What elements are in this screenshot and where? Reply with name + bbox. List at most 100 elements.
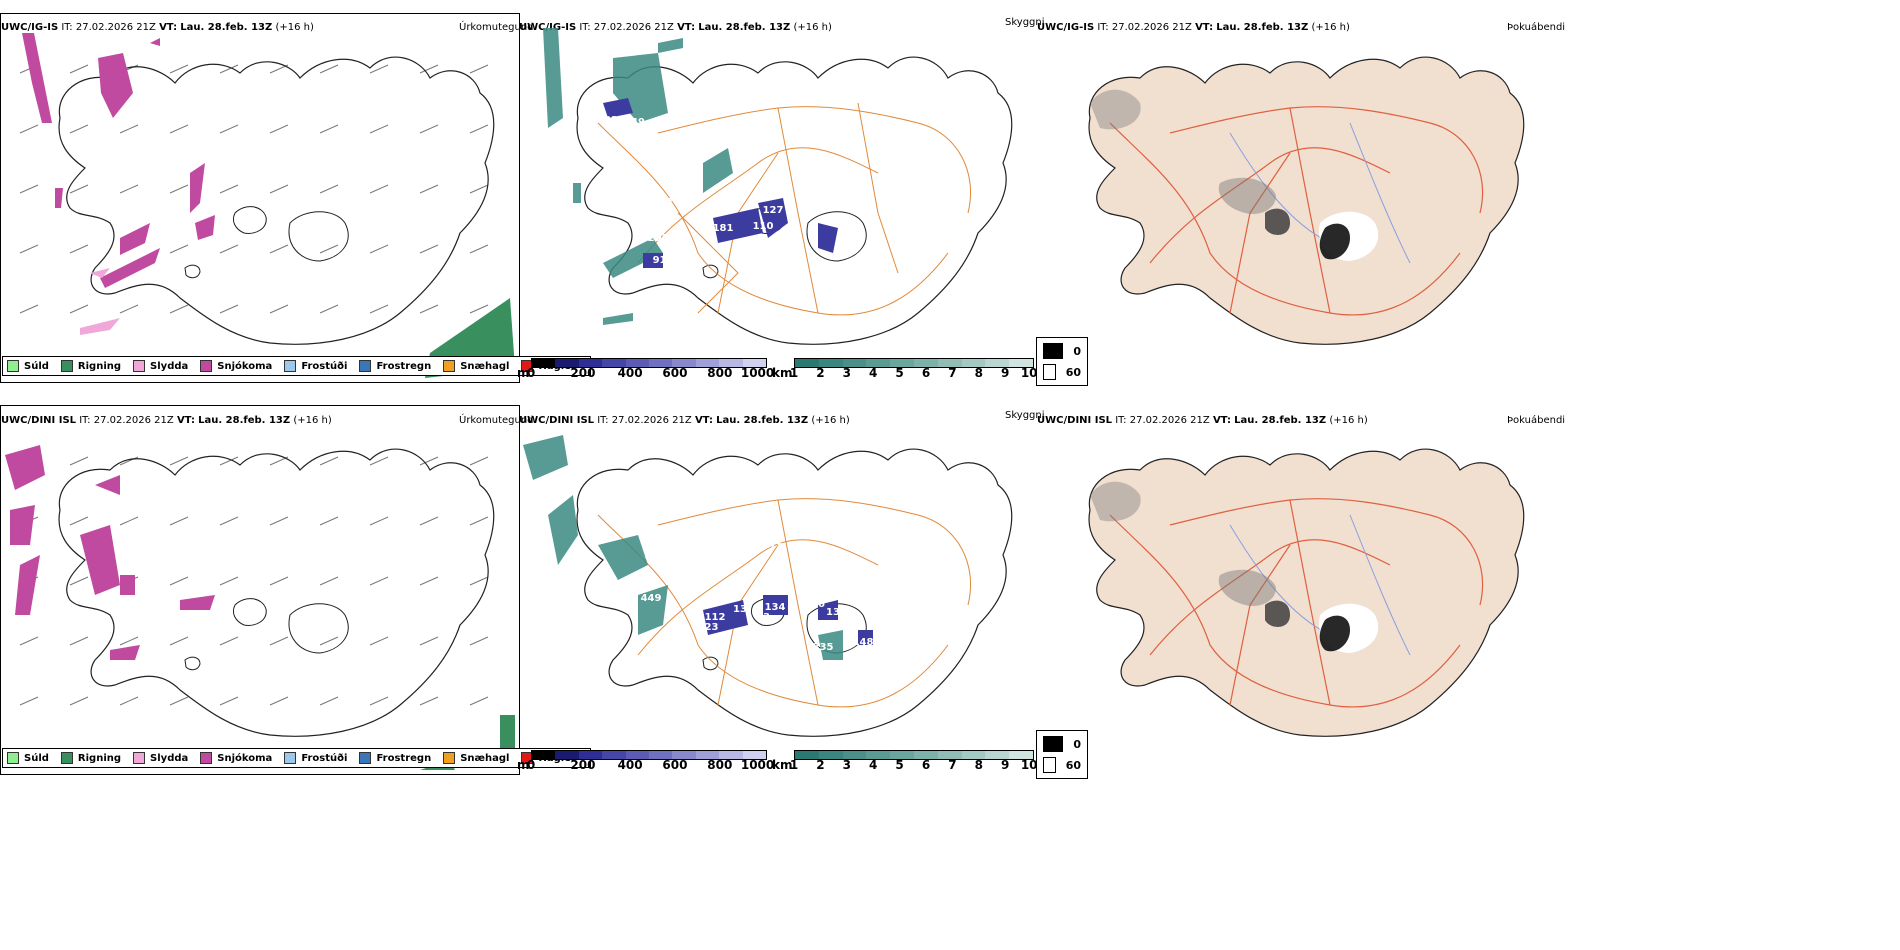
station-label: 112 [705, 612, 726, 623]
fog-swatch-black [1043, 343, 1064, 359]
fog-legend-item: 0 [1043, 343, 1081, 359]
ceiling-colorbar-row2: m 0 200 400 600 800 1000 [517, 750, 774, 772]
station-label: 148 [853, 637, 874, 648]
ceiling-segment [742, 359, 767, 367]
station-label: 143 [668, 575, 689, 586]
fog-swatch-black-2 [1043, 736, 1064, 752]
swatch-sula [7, 360, 19, 372]
ceiling-segment [602, 751, 626, 759]
fog-legend-item: 60 [1043, 364, 1081, 380]
ceiling-segment [695, 359, 720, 367]
visibility-segment [985, 751, 1010, 759]
station-label: 201 [648, 233, 669, 244]
station-label: 13 [756, 612, 770, 623]
row1-station-labels: 33 49 27 247 201 181 110 127 169 916 [604, 115, 843, 266]
fog-swatch-white-2 [1043, 757, 1056, 773]
ceiling-bar [531, 358, 767, 368]
visibility-segment [866, 359, 891, 367]
ceiling-segment [578, 359, 603, 367]
fog-swatch-white [1043, 364, 1056, 380]
station-label: 247 [653, 197, 674, 208]
station-label: 127 [763, 205, 784, 216]
ceiling-segment [695, 751, 720, 759]
visibility-colorbar-row1: km 1 2 3 4 5 6 7 8 9 10 [772, 358, 1038, 380]
legend-item-rigning: Rigning [60, 360, 121, 372]
ceiling-segment [625, 751, 650, 759]
visibility-segment [913, 751, 938, 759]
fog-shading-2 [1090, 481, 1379, 653]
visibility-segment [961, 751, 986, 759]
swatch-slydda-2 [133, 752, 146, 764]
model-name: UWC/IG-IS [1, 22, 59, 33]
row2-precip-title: Úrkomutegund [459, 415, 534, 426]
visibility-segment [890, 359, 914, 367]
station-label: 202 [605, 503, 626, 514]
ceiling-ticks: 0 200 400 600 800 1000 [526, 366, 775, 380]
visibility-segment [866, 751, 891, 759]
station-label: 916 [653, 255, 674, 266]
station-label: 023 [698, 622, 719, 633]
swatch-sula-2 [7, 752, 19, 764]
row1-precip-panel [0, 13, 520, 383]
ceiling-segment [719, 751, 743, 759]
fog-legend-row2: 0 60 [1036, 730, 1088, 779]
row2-fog-title: Þokuábendi [1507, 415, 1566, 426]
swatch-frostudi-2 [284, 752, 297, 764]
station-label: 169 [823, 216, 844, 227]
row2-station-labels: 202 15 85 449 143 112 023 13 134 13 342 … [605, 503, 874, 653]
visibility-bar [794, 358, 1034, 368]
swatch-rigning-2 [60, 752, 73, 764]
legend-item-frostregn-2: Frostregn [359, 752, 431, 764]
station-label: 85 [619, 580, 633, 591]
station-label: 110 [753, 221, 774, 232]
visibility-bar-2 [794, 750, 1034, 760]
swatch-snaehagl [443, 360, 456, 372]
row1-header-2: UWC/IG-IS IT: 27.02.2026 21Z VT: Lau. 28… [519, 22, 832, 33]
fog-shading [1090, 89, 1379, 261]
row1-fog-map [1088, 56, 1525, 345]
legend-item-frostregn: Frostregn [359, 360, 431, 372]
station-label: 27 [674, 183, 688, 194]
visibility-segment [818, 359, 843, 367]
station-label: 33 [604, 115, 618, 126]
visibility-colorbar-row2: km 1 2 3 4 5 6 7 8 9 10 [772, 750, 1038, 772]
station-label: 181 [713, 223, 734, 234]
visibility-segment [985, 359, 1010, 367]
station-label: 449 [641, 593, 662, 604]
ceiling-segment [555, 359, 579, 367]
row1-visibility-title: Skyggni [1005, 17, 1045, 28]
fog-legend-item: 60 [1043, 757, 1081, 773]
ceiling-segment [742, 751, 767, 759]
fog-legend-row1: 0 60 [1036, 337, 1088, 386]
ceiling-segment [555, 751, 579, 759]
legend-item-snjokoma-2: Snjókoma [200, 752, 272, 764]
row1-header-3: UWC/IG-IS IT: 27.02.2026 21Z VT: Lau. 28… [1037, 22, 1350, 33]
visibility-segment [818, 751, 843, 759]
ceiling-bar-2 [531, 750, 767, 760]
swatch-snjokoma [200, 360, 213, 372]
legend-item-frostudi-2: Frostúði [284, 752, 347, 764]
visibility-segment [842, 359, 867, 367]
ceiling-segment [672, 359, 696, 367]
visibility-segment [842, 751, 867, 759]
station-label: 15 [644, 550, 658, 561]
ceiling-unit: m [517, 366, 530, 380]
row2-precip-map [5, 445, 515, 770]
visibility-segment [937, 751, 962, 759]
visibility-unit: km [772, 366, 793, 380]
row1-precip-map [19, 33, 515, 378]
visibility-segment [913, 359, 938, 367]
station-label: 175 [763, 540, 784, 551]
row2-precip-panel [0, 405, 520, 775]
legend-item-slydda: Slydda [133, 360, 188, 372]
row1-fog-title: Þokuábendi [1507, 22, 1566, 33]
row2-visibility-map: 202 15 85 449 143 112 023 13 134 13 342 … [523, 435, 1013, 737]
station-label: 134 [765, 602, 786, 613]
ceiling-segment [532, 751, 556, 759]
swatch-snjokoma-2 [200, 752, 213, 764]
ceiling-segment [578, 751, 603, 759]
legend-item-sula: Súld [7, 360, 49, 372]
swatch-rigning [60, 360, 73, 372]
ceiling-segment [649, 359, 673, 367]
legend-item-frostudi: Frostúði [284, 360, 347, 372]
